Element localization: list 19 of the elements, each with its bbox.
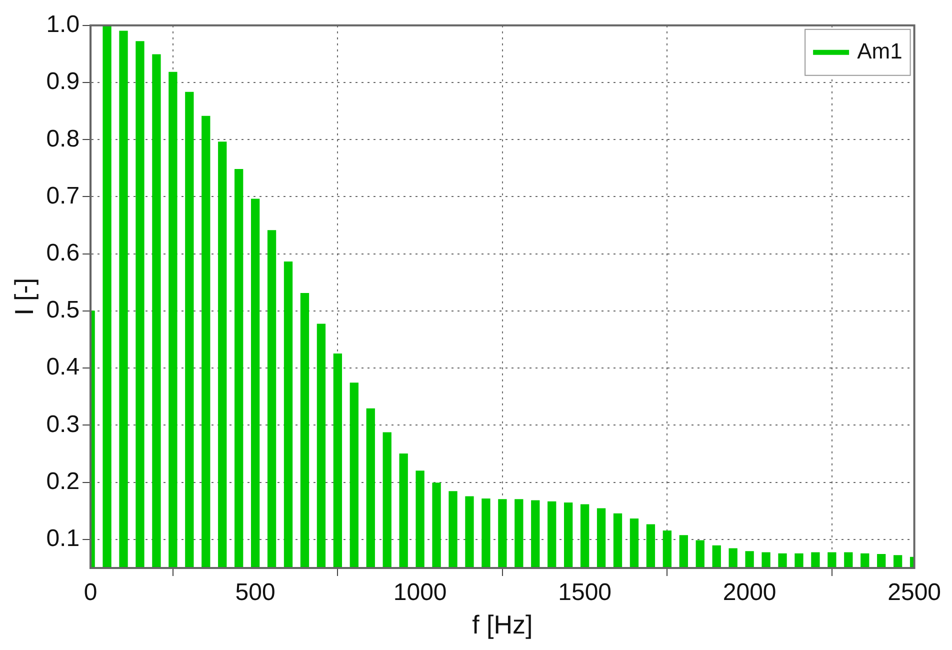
x-tick-label: 2500 <box>888 579 941 606</box>
y-tick-label: 0.8 <box>46 125 80 152</box>
legend-label: Am1 <box>857 38 902 64</box>
x-tick-label: 500 <box>235 579 276 606</box>
x-tick-label: 1000 <box>393 579 447 606</box>
y-tick-label: 0.1 <box>46 525 80 552</box>
x-tick-label: 1500 <box>558 579 612 606</box>
y-tick-label: 0.7 <box>46 182 80 210</box>
y-tick-label: 0.2 <box>46 468 80 495</box>
x-tick-label: 2000 <box>722 579 776 606</box>
y-tick-label: 0.6 <box>46 239 80 266</box>
x-axis-title: f [Hz] <box>472 610 533 640</box>
y-tick-label: 0.3 <box>46 410 80 438</box>
y-tick-label: 1.0 <box>46 11 80 38</box>
y-tick-label: 0.9 <box>46 68 80 96</box>
y-tick-label: 0.4 <box>46 354 80 381</box>
x-tick-label: 0 <box>84 579 98 606</box>
y-axis-title: I [-] <box>8 278 39 316</box>
y-tick-label: 0.5 <box>46 296 80 324</box>
